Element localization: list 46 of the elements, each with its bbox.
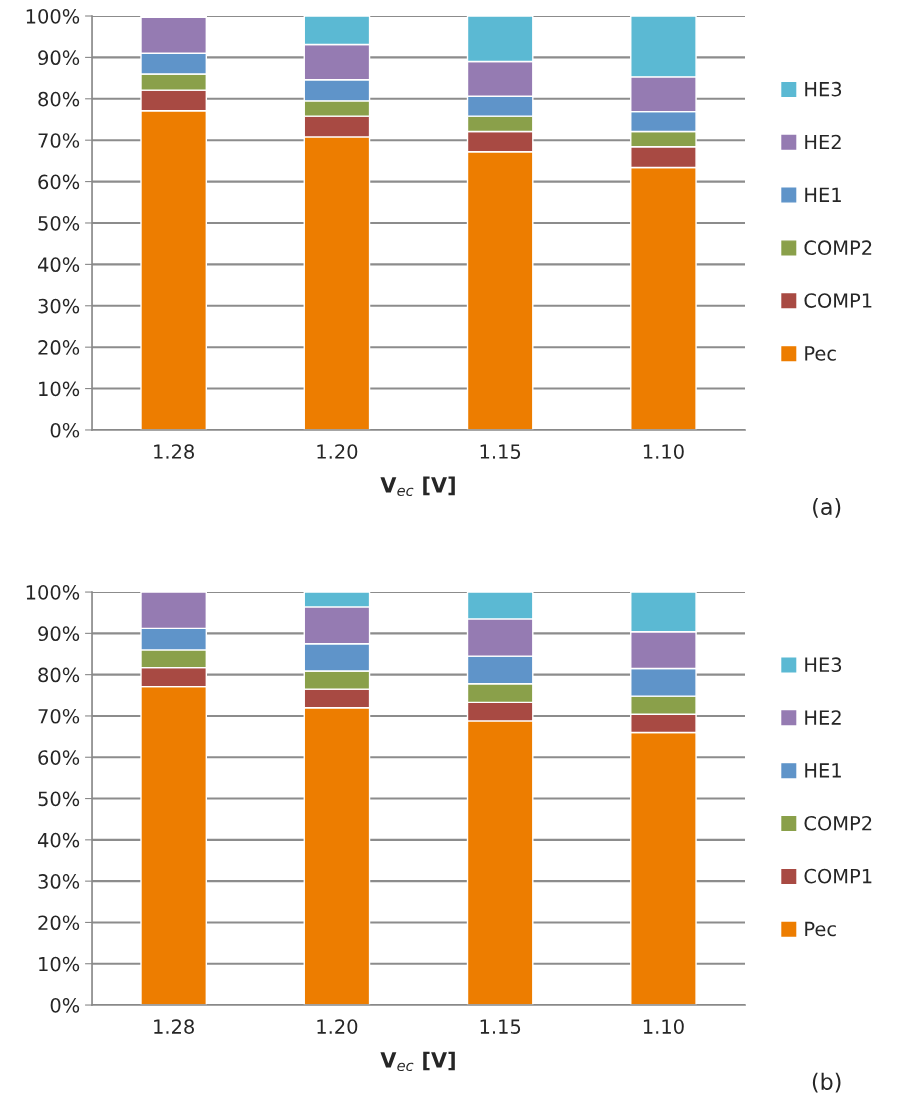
- y-tick-label: 60%: [38, 750, 80, 765]
- y-tick-label: 50%: [38, 791, 80, 807]
- y-tick-label: 10%: [39, 381, 80, 397]
- x-tick-label: 1.20: [317, 444, 358, 459]
- legend-label: Pec: [805, 921, 836, 937]
- legend-label: COMP1: [804, 868, 872, 884]
- y-tick-label: 40%: [37, 257, 80, 273]
- y-tick-label: 40%: [37, 832, 80, 848]
- legend-label: HE1: [805, 763, 841, 778]
- legend-label: HE3: [805, 657, 842, 673]
- legend-label: COMP2: [804, 240, 872, 256]
- x-tick-label: 1.20: [317, 1019, 358, 1034]
- y-tick-label: 90%: [38, 626, 80, 642]
- x-tick-label: 1.15: [480, 1019, 521, 1034]
- legend-label: HE2: [805, 710, 841, 725]
- y-tick-label: 60%: [38, 174, 80, 190]
- x-axis-title: V$_{ec}$ [V]: [380, 476, 455, 497]
- x-tick-label: 1.15: [480, 444, 521, 459]
- y-tick-label: 30%: [38, 874, 80, 889]
- x-tick-label: 1.10: [643, 444, 684, 459]
- legend-label: HE1: [805, 187, 841, 202]
- y-tick-label: 10%: [39, 956, 80, 972]
- x-axis-title: V$_{ec}$ [V]: [380, 1051, 455, 1072]
- y-tick-label: 80%: [38, 91, 80, 107]
- y-tick-label: 20%: [38, 340, 80, 355]
- x-tick-label: 1.28: [154, 1019, 194, 1034]
- text: (b): [812, 1072, 841, 1093]
- legend-label: Pec: [805, 346, 836, 361]
- y-tick-label: 50%: [38, 215, 80, 231]
- legend-label: COMP2: [804, 815, 872, 831]
- y-tick-label: 100%: [26, 8, 80, 24]
- legend-label: HE2: [805, 134, 841, 150]
- text: (a): [813, 497, 841, 518]
- x-tick-label: 1.10: [643, 1019, 684, 1034]
- y-tick-label: 70%: [38, 708, 80, 724]
- y-tick-label: 30%: [38, 298, 80, 314]
- y-tick-label: 100%: [26, 585, 80, 600]
- y-tick-label: 90%: [38, 50, 80, 66]
- y-tick-label: 70%: [38, 133, 80, 148]
- y-tick-label: 80%: [38, 667, 80, 683]
- x-tick-label: 1.28: [154, 444, 194, 459]
- y-tick-label: 0%: [50, 422, 80, 438]
- legend-label: COMP1: [804, 293, 872, 308]
- legend-label: HE3: [805, 81, 842, 97]
- y-tick-label: 0%: [50, 997, 80, 1013]
- y-tick-label: 20%: [38, 915, 80, 931]
